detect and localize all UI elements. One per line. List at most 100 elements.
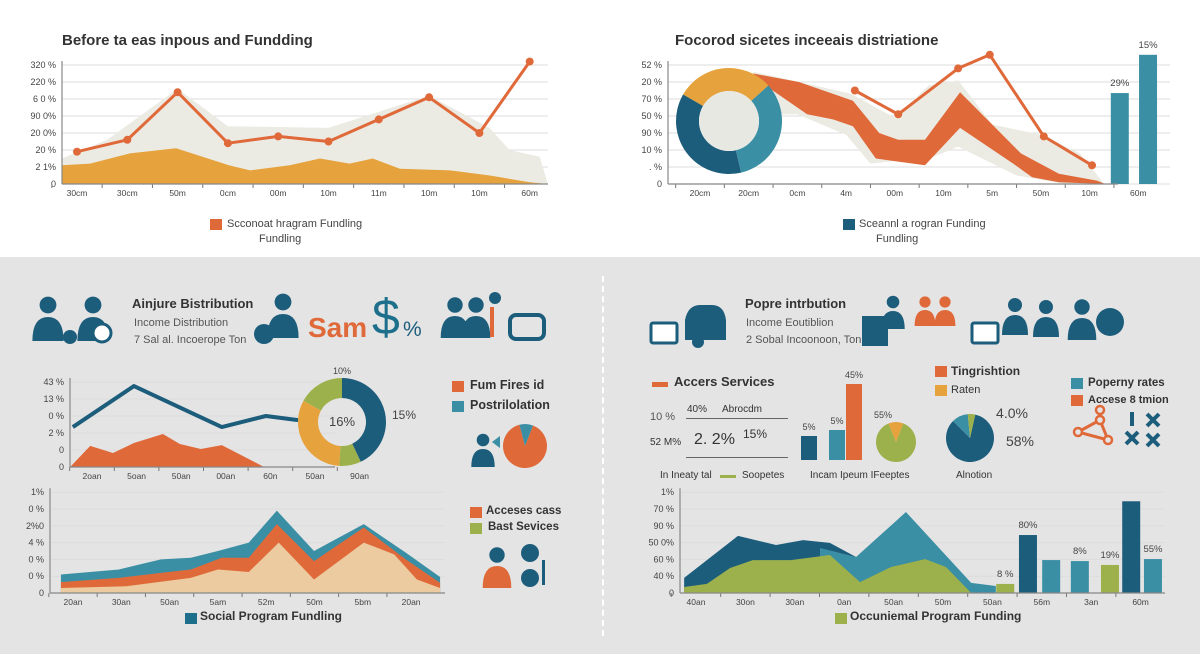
exclaim-icon [490,307,494,337]
area-series-0 [70,434,265,467]
y-tick-label: 0 [51,179,56,189]
pie-slice [953,414,970,438]
line-point [475,129,484,137]
x-tick-label: 60m [1130,188,1147,198]
x-tick-label: 5oan [127,471,146,481]
x-tick-label: 50an [172,471,191,481]
network-node-icon [1072,426,1084,438]
y-tick-label: 50 % [641,111,662,121]
dollar-coin-icon [254,324,274,344]
x-tick-label: 5m [986,188,998,198]
top-right-legend-label-2: Fundling [876,233,919,245]
x-tick-label: 50m [169,188,186,198]
bar-label: 55% [1143,544,1163,555]
bar-label: 8% [1073,546,1087,557]
bar [1070,561,1089,593]
table-row-2-value-a: 2. 2% [694,431,735,448]
x-tick-label: 0an [837,597,851,607]
y-tick-label: 0 [657,179,662,189]
pie-label: 58% [1006,433,1034,449]
line-series-0 [71,384,299,430]
x-tick-label: 20an [64,597,83,607]
x-tick-label: 00m [887,188,904,198]
person-icon-head [489,547,505,563]
access-services-label: Accers Services [674,374,775,389]
person-icon-body [482,566,512,588]
line-point [274,132,283,141]
x-tick-label: 2oan [83,471,102,481]
y-tick-label: 50 0% [648,538,674,548]
pie-slice [967,414,976,438]
pie-slice [945,414,994,462]
donut-hole [699,91,759,151]
network-node-icon [1102,434,1114,446]
line-point [324,137,333,146]
y-tick-label: 2%0 [26,521,44,531]
x-tick-label: 30an [785,597,804,607]
y-tick-label: 2 1% [35,162,56,172]
line-point [850,86,859,95]
area-series-1 [819,512,996,593]
network-node-icon [1094,404,1106,416]
bar [1100,564,1119,593]
bar [1143,559,1162,593]
family-icon-head [468,297,484,313]
document-icon-2 [970,321,1000,345]
bottom-left-bottom-legend-swatch [185,613,197,624]
x-tick-label: 0cm [220,188,236,198]
x-tick-label: 10m [935,188,952,198]
bar [1139,54,1158,184]
line-point [173,88,182,97]
x-tick-label: 00m [270,188,287,198]
x-tick-label: 50an [306,471,325,481]
y-tick-label: 70 % [653,504,674,514]
x-tick-label: 52m [258,597,275,607]
bar [1042,560,1061,593]
top-left-legend-label-2: Fundling [259,233,302,245]
legend-b-swatch-2 [1071,395,1083,406]
y-tick-label: 20 % [641,77,662,87]
figure-orange-icon-body [934,310,956,326]
mid-right-title: Popre intrbution [745,296,847,311]
donut-segment [298,400,341,466]
table-row-1-label: 10 % [650,411,676,423]
x-tick-label: 60m [521,188,538,198]
y-tick-label: 0 % [48,411,64,421]
x-tick-label: 50an [884,597,903,607]
businessman-icon-head [84,296,102,314]
coin-icon [521,569,539,587]
sam-big-text: Sam [308,312,368,343]
bottom-left-legend-swatch-2 [470,523,482,534]
line-point [374,115,383,124]
band-series-1 [753,73,1106,184]
mid-left-subtitle-1: Income Distribution [134,317,229,329]
area-series-1 [61,148,548,184]
x-tick-label: 56m [1034,597,1051,607]
mini-bar-label: 45% [845,370,863,380]
x-tick-label: 11m [371,188,387,198]
y-tick-label: 1% [661,487,674,497]
section-divider [602,276,604,636]
top-left-legend-swatch [210,219,222,230]
mini-bar-label: 5% [802,422,815,432]
donut-segment [342,378,386,462]
y-tick-label: 0 % [28,504,44,514]
bar-label: 29% [1110,78,1130,89]
person-arrow-icon-body [471,449,495,467]
legend-a-swatch-1 [935,366,947,377]
coin-icon [521,544,539,562]
network-icon [1073,417,1111,443]
line-point [123,135,132,144]
figure-icon-body [1033,317,1059,337]
legend-b-label-1: Poperny rates [1088,377,1165,389]
line-point [894,110,903,119]
top-right-title: Focorod sicetes inceeais distriatione [675,32,939,49]
y-tick-label: 10 % [641,145,662,155]
arrow-icon [492,436,500,448]
y-tick-label: 4 % [28,538,44,548]
figure-orange-icon-body [914,310,936,326]
x-tick-label: 30an [112,597,131,607]
x-tick-label: 5am [210,597,227,607]
top-right-legend-swatch [843,219,855,230]
